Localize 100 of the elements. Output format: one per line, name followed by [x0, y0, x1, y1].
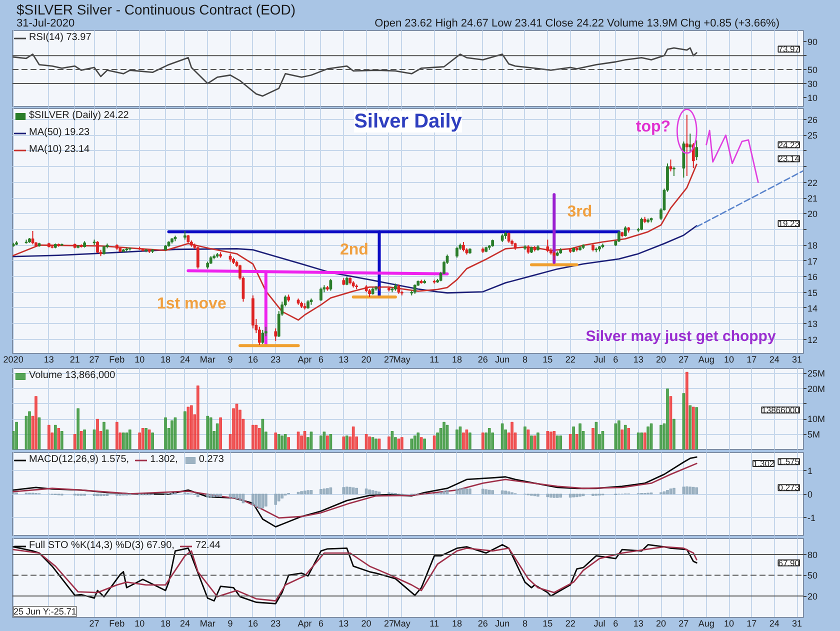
x-tick-label: 6: [613, 354, 618, 364]
x-tick-label: 15: [542, 618, 553, 628]
x-tick-label: 6: [318, 618, 324, 628]
y-tick-label: 80: [808, 550, 818, 560]
x-tick-label: 17: [746, 354, 757, 364]
x-tick-label: 27: [89, 618, 100, 628]
annotation: Silver may just get choppy: [586, 328, 776, 346]
y-tick-label: 30: [808, 78, 818, 89]
legend-label: MACD(12,26,9) 1.575,: [29, 454, 130, 465]
chart-title: $SILVER Silver - Continuous Contract (EOD): [16, 2, 296, 18]
x-tick-label: 27: [384, 354, 394, 364]
x-tick-label: 11: [430, 354, 439, 364]
x-tick-label: Apr: [298, 354, 312, 364]
y-tick-label: 10: [808, 92, 818, 103]
x-tick-label: 20: [656, 354, 666, 364]
x-tick-label: 27: [384, 618, 394, 628]
y-tick-label: 25: [808, 130, 818, 141]
x-tick-label: 15: [542, 354, 553, 364]
y-tick-label: 50: [808, 570, 818, 581]
x-tick-label: 24: [180, 618, 190, 628]
x-tick-label: 22: [565, 618, 576, 628]
y-tick-label: 15: [808, 288, 818, 298]
y-tick-label: 13: [808, 319, 818, 330]
y-tick-label: 17: [808, 256, 818, 266]
x-tick-label: 6: [613, 618, 618, 628]
x-tick-label: 10: [134, 618, 145, 628]
y-tick-label: -1: [808, 512, 816, 523]
chart-title: Silver Daily: [354, 110, 463, 132]
x-tick-label: Mar: [200, 618, 216, 628]
y-tick-label: 12: [808, 334, 818, 345]
x-tick-label: 20: [656, 618, 666, 628]
annotation: 19.23: [778, 218, 800, 229]
annotation: 3rd: [567, 204, 592, 221]
annotation: 1st move: [156, 295, 226, 312]
x-tick-label: 20: [361, 618, 372, 628]
legend-label: Full STO %K(14,3) %D(3) 67.90,: [29, 540, 174, 551]
x-tick-label: 13: [338, 354, 349, 364]
x-tick-label: 8: [522, 354, 528, 364]
annotation: 2nd: [340, 241, 368, 258]
annotation: 24.22: [778, 140, 800, 150]
x-tick-label: 16: [248, 618, 258, 628]
x-tick-label: Aug: [698, 354, 714, 364]
x-tick-label: 13: [633, 354, 644, 364]
legend-label: MA(50) 19.23: [29, 127, 90, 138]
x-tick-label: 16: [248, 354, 258, 364]
legend-label: $SILVER (Daily) 24.22: [29, 110, 129, 121]
y-tick-label: 10M: [808, 414, 826, 424]
y-tick-label: 26: [808, 114, 818, 125]
legend-label: Volume 13,866,000: [29, 370, 116, 381]
y-tick-label: 14: [808, 303, 818, 314]
x-tick-label: 22: [565, 354, 576, 364]
y-tick-label: 5M: [808, 429, 820, 440]
x-tick-label: Jul: [594, 618, 606, 628]
x-tick-label: Jun: [495, 618, 510, 628]
y-tick-label: 18: [808, 240, 818, 251]
annotation: 25 Jun Y:-25.71: [14, 606, 76, 616]
x-tick-label: 13: [633, 618, 644, 628]
x-tick-label: 24: [769, 354, 780, 364]
x-tick-label: 2020: [3, 354, 24, 364]
x-tick-label: 31: [792, 354, 802, 364]
x-tick-label: 27: [678, 618, 689, 628]
x-tick-label: 31: [792, 618, 802, 628]
x-tick-label: 13: [44, 354, 54, 364]
x-tick-label: 13: [338, 618, 349, 628]
y-tick-label: 20: [808, 209, 818, 220]
x-tick-label: 26: [478, 618, 488, 628]
x-tick-label: 18: [452, 354, 462, 364]
x-tick-label: May: [393, 618, 411, 628]
legend-label: 72.44: [195, 540, 220, 551]
annotation: 73.97: [778, 44, 800, 54]
x-tick-label: 18: [160, 618, 171, 628]
x-tick-label: 24: [769, 618, 780, 628]
x-tick-label: 23: [270, 618, 281, 628]
text: Open 23.62 High 24.67 Low 23.41 Close 24.22 Volume 13.9M Chg +0.85 (+3.66%): [374, 18, 780, 30]
y-tick-label: 20M: [808, 384, 826, 394]
x-tick-label: Jul: [594, 354, 606, 364]
x-tick-label: Mar: [200, 354, 216, 364]
x-tick-label: 18: [160, 354, 171, 364]
y-tick-label: 25M: [808, 368, 826, 379]
y-tick-label: 16: [808, 272, 818, 282]
x-tick-label: 10: [724, 354, 734, 364]
x-tick-label: 6: [318, 354, 324, 364]
x-tick-label: 23: [270, 354, 281, 364]
x-tick-label: 27: [89, 354, 100, 364]
x-tick-label: 18: [452, 618, 462, 628]
x-tick-label: 9: [228, 618, 233, 628]
y-tick-label: 20: [808, 592, 818, 602]
legend-label: MA(10) 23.14: [29, 144, 90, 155]
x-tick-label: 8: [522, 618, 528, 628]
x-tick-label: Aug: [698, 618, 714, 628]
x-tick-label: 20: [361, 354, 372, 364]
y-tick-label: 50: [808, 65, 818, 76]
legend-label: RSI(14) 73.97: [29, 32, 92, 43]
annotation: top?: [636, 118, 671, 136]
x-tick-label: 11: [430, 618, 439, 628]
x-tick-label: 27: [678, 354, 689, 364]
x-tick-label: May: [393, 354, 411, 364]
chart-subtitle: 31-Jul-2020: [16, 18, 75, 30]
x-tick-label: 24: [180, 354, 190, 364]
legend-label: 0.273: [198, 454, 224, 465]
